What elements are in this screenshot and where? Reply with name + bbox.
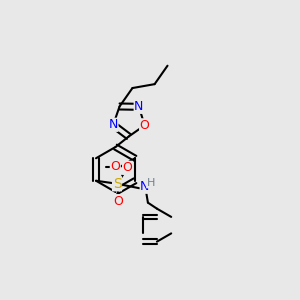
Text: S: S: [112, 177, 122, 191]
Text: O: O: [140, 119, 149, 132]
Text: N: N: [134, 100, 144, 113]
Text: N: N: [140, 180, 150, 193]
Text: O: O: [123, 161, 133, 174]
Text: H: H: [147, 178, 155, 188]
Text: O: O: [113, 195, 123, 208]
Text: O: O: [110, 160, 120, 173]
Text: N: N: [109, 118, 118, 131]
